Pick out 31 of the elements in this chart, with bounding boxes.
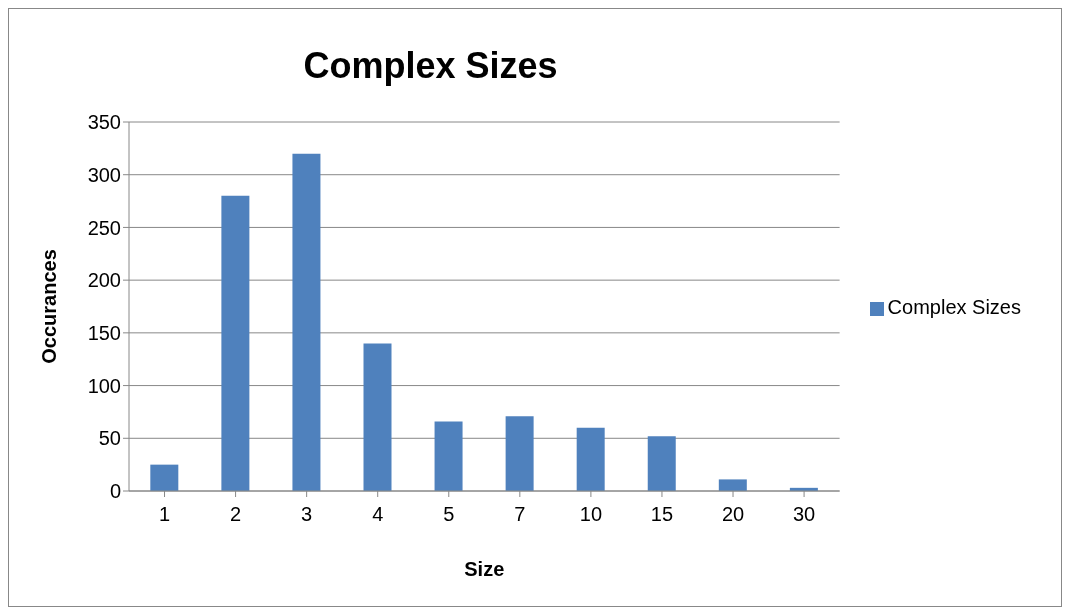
bar	[434, 421, 463, 491]
y-tick-label: 250	[87, 216, 121, 239]
x-tick-label: 4	[372, 503, 384, 526]
y-tick-label: 200	[87, 269, 121, 292]
x-axis-title: Size	[464, 558, 505, 580]
legend-label: Complex Sizes	[887, 296, 1021, 318]
bar	[505, 416, 534, 491]
y-tick-label: 350	[87, 111, 121, 134]
x-tick-label: 20	[721, 503, 745, 526]
x-tick-label: 7	[514, 503, 526, 526]
bar	[363, 343, 392, 491]
bar	[292, 153, 321, 491]
y-tick-label: 300	[87, 163, 121, 186]
bar	[718, 479, 747, 491]
x-tick-label: 5	[443, 503, 455, 526]
x-tick-label: 10	[579, 503, 603, 526]
x-tick-label: 3	[301, 503, 313, 526]
y-axis-title: Occurances	[38, 249, 61, 364]
x-tick-label: 15	[650, 503, 674, 526]
x-tick-label: 1	[158, 503, 171, 526]
chart-title: Complex Sizes	[302, 45, 559, 87]
bar	[647, 436, 676, 491]
y-tick-label: 50	[98, 427, 121, 450]
bar	[150, 464, 179, 491]
y-tick-label: 150	[87, 321, 121, 344]
x-tick-label: 30	[792, 503, 816, 526]
bar	[221, 195, 250, 491]
bar	[576, 427, 605, 491]
y-tick-label: 100	[87, 374, 121, 397]
x-tick-label: 2	[230, 503, 242, 526]
y-tick-label: 0	[109, 480, 121, 503]
